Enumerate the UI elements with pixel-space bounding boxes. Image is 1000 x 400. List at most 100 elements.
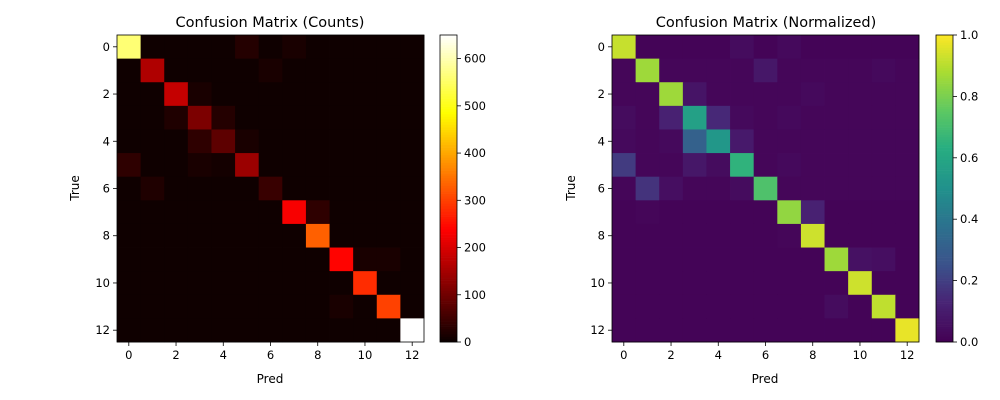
colorbar-segment (440, 226, 457, 230)
heatmap-cell (730, 318, 755, 343)
heatmap-cell (400, 294, 425, 319)
colorbar-segment (440, 86, 457, 90)
heatmap-cell (400, 318, 425, 343)
y-tick-label: 12 (95, 323, 110, 337)
colorbar-segment (440, 129, 457, 133)
heatmap-cell (305, 82, 330, 107)
heatmap-cell (140, 247, 165, 272)
colorbar-segment (936, 106, 953, 110)
heatmap-cell (353, 223, 378, 248)
heatmap-cell (235, 247, 260, 272)
colorbar-segment (936, 134, 953, 138)
heatmap-cell (305, 294, 330, 319)
x-tick-label: 2 (172, 348, 179, 362)
colorbar-segment (936, 244, 953, 248)
heatmap-cell (187, 271, 212, 296)
colorbar-segment (440, 47, 457, 51)
heatmap-cell (211, 153, 236, 178)
colorbar-tick-label: 0.4 (960, 212, 978, 226)
heatmap-cell (800, 105, 825, 130)
heatmap-cell (164, 129, 189, 154)
heatmap-cell (117, 176, 142, 201)
heatmap-cell (164, 176, 189, 201)
colorbar-segment (936, 152, 953, 156)
heatmap-cell (848, 223, 873, 248)
heatmap-cell (329, 318, 354, 343)
heatmap-cell (376, 153, 401, 178)
heatmap-cell (871, 129, 896, 154)
colorbar-segment (440, 147, 457, 151)
colorbar-segment (440, 221, 457, 225)
colorbar-segment (440, 196, 457, 200)
colorbar-segment (936, 260, 953, 263)
heatmap-cell (824, 294, 849, 319)
x-tick-label: 4 (715, 348, 722, 362)
colorbar-segment (440, 272, 457, 276)
heatmap-cell (824, 271, 849, 296)
colorbar-segment (440, 185, 457, 189)
heatmap-cell (376, 223, 401, 248)
heatmap-cell (164, 271, 189, 296)
colorbar-segment (936, 295, 953, 299)
colorbar-segment (936, 219, 953, 223)
counts-colorbar: 0 100 200 300 400 500 600 (439, 34, 486, 349)
heatmap-cell (800, 153, 825, 178)
colorbar-segment (440, 260, 457, 263)
colorbar-segment (936, 50, 953, 54)
colorbar-segment (936, 229, 953, 233)
colorbar-segment (440, 98, 457, 102)
heatmap-cell (848, 82, 873, 107)
colorbar-segment (440, 157, 457, 161)
heatmap-cell (753, 318, 778, 343)
colorbar-segment (936, 104, 953, 107)
heatmap-cell (258, 294, 283, 319)
colorbar-segment (440, 224, 457, 228)
colorbar-segment (936, 267, 953, 271)
heatmap-cell (706, 294, 731, 319)
heatmap-cell (777, 176, 802, 201)
colorbar-segment (936, 101, 953, 105)
colorbar-segment (440, 290, 457, 294)
heatmap-cell (235, 129, 260, 154)
colorbar-segment (440, 201, 457, 205)
colorbar-segment (936, 157, 953, 161)
colorbar-segment (440, 40, 457, 43)
heatmap-cell (659, 200, 684, 225)
chart-title: Confusion Matrix (Counts) (176, 15, 365, 31)
heatmap-cell (376, 129, 401, 154)
heatmap-cell (730, 200, 755, 225)
colorbar-segment (440, 73, 457, 77)
heatmap-cell (140, 129, 165, 154)
heatmap-cell (258, 153, 283, 178)
heatmap-cell (706, 200, 731, 225)
chart-title: Confusion Matrix (Normalized) (656, 15, 877, 31)
heatmap-cell (305, 247, 330, 272)
colorbar-segment (936, 40, 953, 43)
heatmap-cell (211, 129, 236, 154)
heatmap-cell (235, 82, 260, 107)
colorbar-segment (936, 239, 953, 243)
heatmap-cell (895, 247, 920, 272)
y-tick-label: 8 (598, 229, 605, 243)
colorbar-segment (936, 252, 953, 256)
heatmap-cell (140, 153, 165, 178)
heatmap-cell (777, 153, 802, 178)
heatmap-cell (353, 176, 378, 201)
heatmap-cell (848, 176, 873, 201)
colorbar-segment (936, 147, 953, 151)
colorbar-segment (440, 293, 457, 297)
colorbar-segment (440, 244, 457, 248)
colorbar-segment (936, 224, 953, 228)
colorbar-segment (440, 58, 457, 61)
colorbar-segment (440, 214, 457, 217)
heatmap-cell (187, 82, 212, 107)
heatmap-cell (140, 223, 165, 248)
heatmap-cell (164, 294, 189, 319)
heatmap-cell (730, 223, 755, 248)
x-tick-label: 4 (220, 348, 227, 362)
heatmap-cell (635, 176, 660, 201)
heatmap-cell (187, 294, 212, 319)
x-tick-label: 10 (853, 348, 868, 362)
heatmap-cell (329, 294, 354, 319)
colorbar-segment (440, 211, 457, 215)
